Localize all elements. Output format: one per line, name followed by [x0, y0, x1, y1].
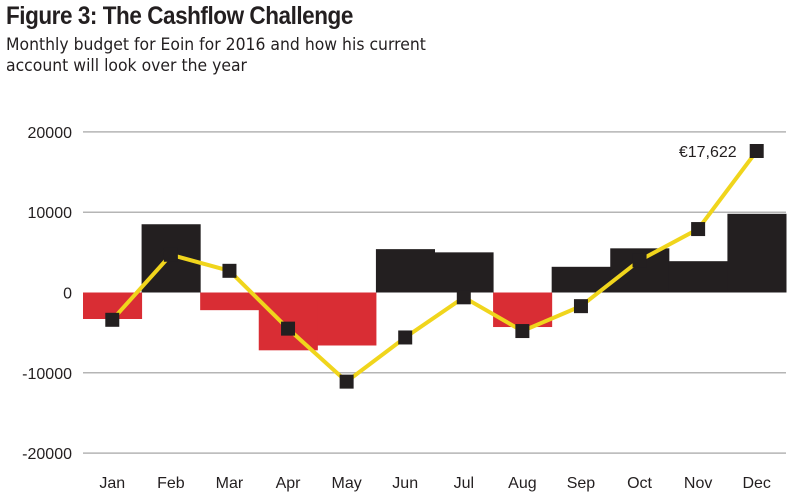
account-line: [110, 149, 759, 385]
x-tick-label: Dec: [742, 475, 770, 492]
point-may: [339, 374, 354, 389]
bar-apr: [258, 292, 318, 351]
point-jul: [456, 290, 471, 305]
y-tick-label: -20000: [22, 446, 72, 463]
y-tick-label: 20000: [28, 125, 73, 142]
point-nov: [691, 222, 706, 237]
bar-jul: [434, 252, 494, 293]
y-tick-label: -10000: [22, 366, 72, 383]
y-tick-label: 0: [63, 286, 72, 303]
y-tick-label: 10000: [28, 205, 73, 222]
point-apr: [281, 321, 296, 336]
bar-jun: [375, 249, 435, 293]
x-tick-label: Sep: [567, 475, 596, 492]
x-tick-label: Apr: [276, 475, 302, 492]
point-aug: [515, 324, 530, 339]
x-tick-label: Jul: [454, 475, 474, 492]
x-tick-label: Jan: [99, 475, 125, 492]
x-tick-label: Feb: [157, 475, 185, 492]
x-tick-label: May: [332, 475, 362, 492]
point-sep: [573, 299, 588, 314]
x-tick-label: Nov: [684, 475, 712, 492]
x-tick-label: Oct: [627, 475, 652, 492]
point-dec: [749, 143, 764, 158]
x-tick-label: Jun: [392, 475, 418, 492]
chart-title: Figure 3: The Cashflow Challenge: [6, 2, 353, 30]
point-jun: [398, 330, 413, 345]
point-feb: [163, 247, 178, 262]
point-mar: [222, 263, 237, 278]
bar-mar: [200, 292, 260, 311]
bar-nov: [668, 261, 728, 293]
bar-dec: [727, 213, 787, 293]
x-tick-label: Mar: [216, 475, 244, 492]
bar-may: [317, 292, 377, 346]
point-jan: [105, 312, 120, 327]
annotation-final-balance: €17,622: [679, 144, 737, 161]
point-oct: [632, 253, 647, 268]
x-tick-label: Aug: [508, 475, 536, 492]
chart-subtitle: Monthly budget for Eoin for 2016 and how…: [6, 35, 426, 76]
